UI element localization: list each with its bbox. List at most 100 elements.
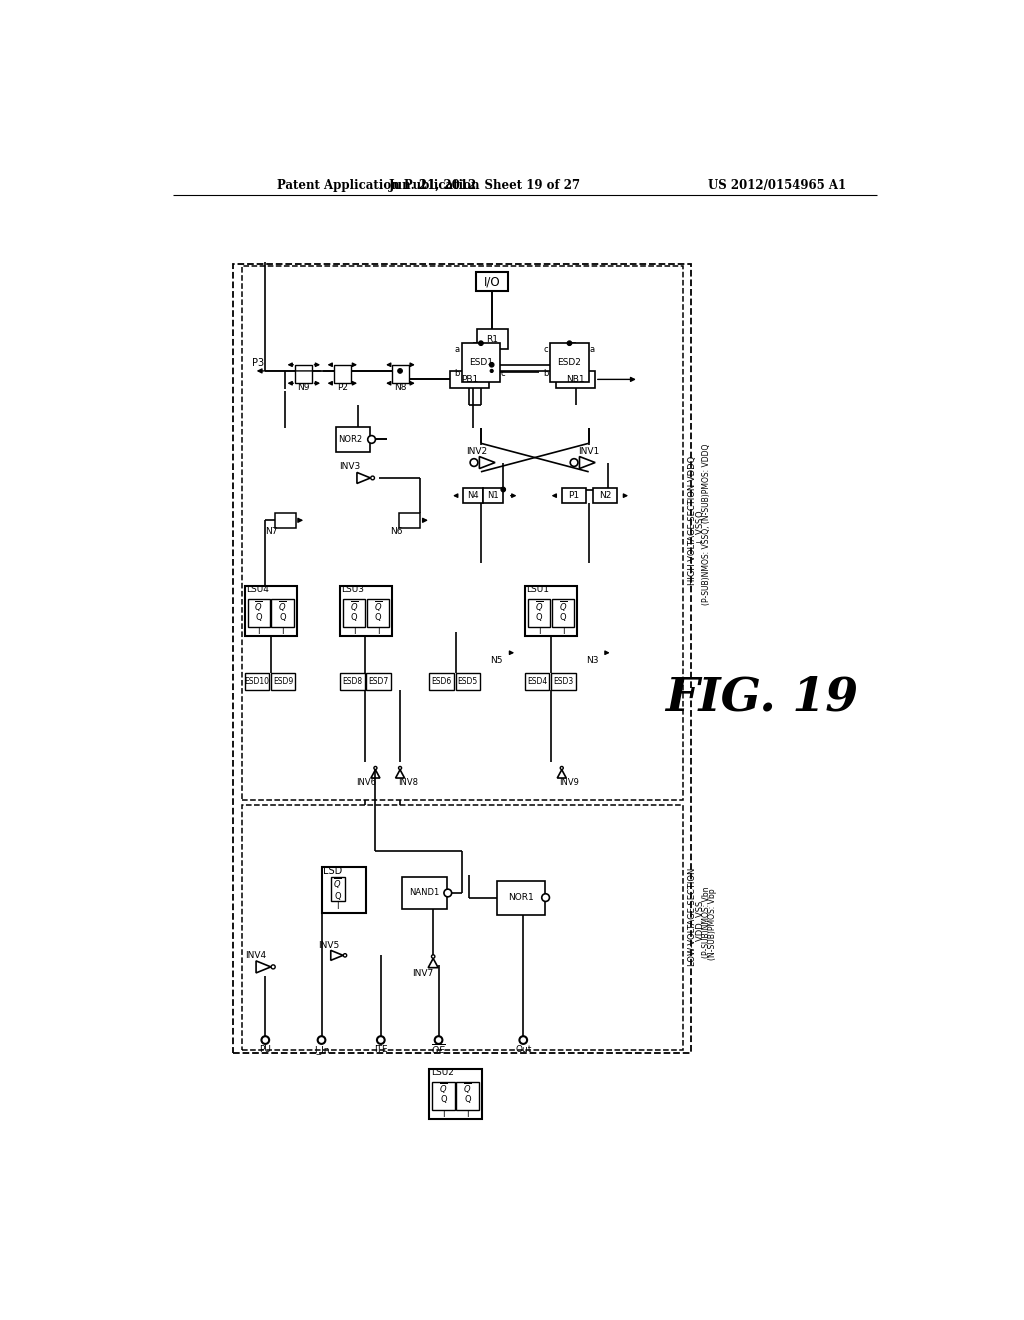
Bar (551, 673, 575, 689)
Bar (233, 264, 691, 1053)
Text: Q: Q (280, 612, 286, 622)
Circle shape (570, 459, 578, 466)
Circle shape (435, 1036, 442, 1044)
Bar (367, 673, 391, 689)
Bar (398, 512, 420, 528)
Text: $\overline{Q}$: $\overline{Q}$ (559, 599, 567, 614)
Text: LSU2: LSU2 (431, 1068, 454, 1077)
Text: $\overline{Q}$: $\overline{Q}$ (439, 1081, 447, 1097)
Text: R1: R1 (486, 335, 499, 343)
Bar (451, 371, 488, 388)
Bar (271, 599, 294, 627)
Bar (457, 1082, 478, 1110)
Text: INV5: INV5 (318, 941, 340, 950)
Text: I: I (353, 627, 355, 636)
Text: Q: Q (536, 612, 543, 622)
Bar (340, 586, 392, 636)
Text: LSU4: LSU4 (246, 585, 269, 594)
Bar (336, 428, 370, 451)
Text: I: I (282, 627, 284, 636)
Bar (243, 805, 683, 1051)
Text: N4: N4 (467, 491, 479, 500)
Circle shape (397, 368, 402, 374)
Circle shape (542, 894, 550, 902)
Bar (456, 673, 480, 689)
Text: ESD9: ESD9 (272, 677, 293, 685)
Text: a: a (455, 345, 460, 354)
Text: Q: Q (440, 1096, 446, 1105)
Text: ESD1: ESD1 (469, 358, 493, 367)
Text: $\overline{Q}$: $\overline{Q}$ (463, 1081, 472, 1097)
Circle shape (368, 436, 376, 444)
Text: Q: Q (335, 891, 341, 900)
Text: I/O: I/O (483, 275, 500, 288)
Text: LSD: LSD (323, 866, 342, 875)
Bar (593, 488, 617, 503)
Text: VDD, VSS: VDD, VSS (696, 900, 705, 941)
Text: ITE: ITE (374, 1045, 388, 1053)
Bar (245, 586, 297, 636)
Circle shape (261, 1036, 269, 1044)
Text: N9: N9 (298, 383, 310, 392)
Text: I: I (442, 1110, 444, 1119)
Text: (N-SUB)PMOS: Vbp: (N-SUB)PMOS: Vbp (709, 888, 717, 961)
Bar (343, 599, 366, 627)
Bar (367, 599, 389, 627)
Circle shape (444, 890, 452, 896)
Bar (432, 1082, 455, 1110)
Text: INV6: INV6 (356, 777, 376, 787)
Text: Q: Q (559, 612, 566, 622)
Text: Q: Q (375, 612, 381, 622)
Bar (552, 599, 574, 627)
Circle shape (343, 953, 347, 957)
Bar (524, 673, 550, 689)
Text: b: b (543, 370, 548, 379)
Bar (429, 1069, 481, 1118)
Text: I_In: I_In (313, 1045, 330, 1053)
Text: I: I (337, 903, 339, 911)
Text: (P-SUB)NMOS: Vbn: (P-SUB)NMOS: Vbn (702, 887, 711, 958)
Text: ESD2: ESD2 (557, 358, 582, 367)
Bar (245, 673, 269, 689)
Text: I: I (257, 627, 260, 636)
Text: US 2012/0154965 A1: US 2012/0154965 A1 (708, 178, 846, 191)
Bar (248, 599, 270, 627)
Text: $\overline{Q}$: $\overline{Q}$ (374, 599, 382, 614)
Circle shape (317, 1036, 326, 1044)
Text: NOR1: NOR1 (508, 894, 534, 902)
Text: INV2: INV2 (467, 446, 487, 455)
Text: INV8: INV8 (397, 777, 418, 787)
Text: N3: N3 (587, 656, 599, 665)
Text: N8: N8 (394, 383, 407, 392)
Text: INV7: INV7 (413, 969, 434, 978)
Text: $\overline{Q}$: $\overline{Q}$ (350, 599, 358, 614)
Circle shape (470, 459, 478, 466)
Text: NB1: NB1 (566, 375, 585, 384)
Text: N7: N7 (265, 528, 278, 536)
Text: Q: Q (464, 1096, 471, 1105)
Bar (274, 512, 296, 528)
Bar (475, 272, 508, 290)
Text: a: a (589, 345, 594, 354)
Text: ESD4: ESD4 (527, 677, 547, 685)
Bar (340, 673, 365, 689)
Bar (331, 876, 345, 902)
Text: PU: PU (259, 1045, 271, 1053)
Bar (462, 343, 500, 381)
Bar (429, 673, 454, 689)
Text: Patent Application Publication: Patent Application Publication (276, 178, 479, 191)
Text: c: c (544, 345, 548, 354)
Bar (477, 330, 508, 350)
Bar (322, 867, 367, 913)
Bar (463, 488, 483, 503)
Circle shape (490, 370, 494, 372)
Text: $\overline{Q}$: $\overline{Q}$ (535, 599, 544, 614)
Text: $\overline{Q}$: $\overline{Q}$ (334, 876, 342, 891)
Circle shape (271, 965, 275, 969)
Circle shape (377, 1036, 385, 1044)
Text: N5: N5 (490, 656, 503, 665)
Text: I: I (466, 1110, 469, 1119)
Text: P3: P3 (252, 358, 263, 368)
Text: P1: P1 (568, 491, 580, 500)
Text: N6: N6 (390, 528, 402, 536)
